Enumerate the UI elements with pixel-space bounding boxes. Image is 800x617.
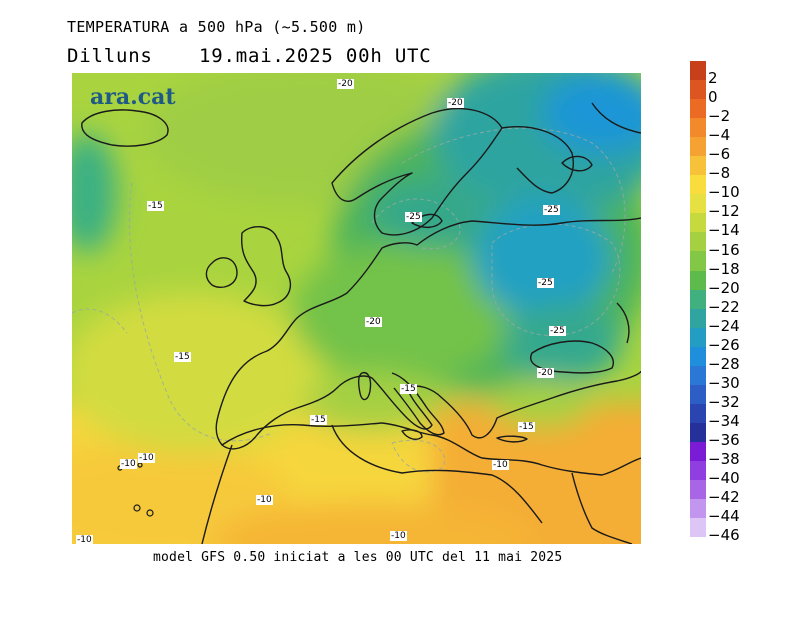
legend-swatch — [690, 403, 706, 423]
legend-swatch — [690, 365, 706, 385]
map-title: TEMPERATURA a 500 hPa (~5.500 m) — [67, 18, 366, 36]
isotherm-label: -25 — [537, 278, 554, 288]
ara-cat-logo: ara.cat — [90, 84, 176, 110]
legend-swatch — [690, 327, 706, 347]
legend-swatch — [690, 213, 706, 233]
isotherm-label: -20 — [447, 98, 464, 108]
legend-label: −46 — [708, 526, 740, 545]
isotherm-label: -25 — [543, 205, 560, 215]
legend-swatch — [690, 270, 706, 290]
isotherm-label: -15 — [174, 352, 191, 362]
legend-label: −36 — [708, 431, 740, 450]
legend-label: −10 — [708, 183, 740, 202]
legend-swatch — [690, 61, 706, 81]
legend-swatch — [690, 137, 706, 157]
legend-label: −34 — [708, 412, 740, 431]
legend-label: 2 — [708, 69, 718, 87]
legend-label: 0 — [708, 88, 718, 107]
legend-swatch — [690, 194, 706, 214]
legend-swatch — [690, 80, 706, 100]
legend-swatch — [690, 422, 706, 442]
isotherm-label: -10 — [120, 459, 137, 469]
isotherm-label: -15 — [518, 422, 535, 432]
legend-swatch — [690, 480, 706, 500]
legend-swatch — [690, 251, 706, 271]
isotherm-label: -25 — [549, 326, 566, 336]
isotherm-label: -25 — [405, 212, 422, 222]
isotherm-label: -15 — [400, 384, 417, 394]
isotherm-label: -10 — [256, 495, 273, 505]
temperature-map — [72, 73, 641, 544]
isotherm-label: -20 — [537, 368, 554, 378]
legend-label: −22 — [708, 297, 740, 316]
legend-label: −16 — [708, 240, 740, 259]
isotherm-label: -15 — [310, 415, 327, 425]
legend-swatch — [690, 175, 706, 195]
legend-swatch — [690, 518, 706, 538]
legend-swatch — [690, 441, 706, 461]
isotherm-label: -10 — [138, 453, 155, 463]
model-info: model GFS 0.50 iniciat a les 00 UTC del … — [153, 550, 563, 565]
isotherm-label: -20 — [337, 79, 354, 89]
legend-swatch — [690, 232, 706, 252]
legend-label: −20 — [708, 278, 740, 297]
legend-swatch — [690, 118, 706, 138]
forecast-day: Dilluns — [67, 45, 153, 67]
legend-swatch — [690, 289, 706, 309]
legend-label: −42 — [708, 488, 740, 507]
legend-label: −38 — [708, 450, 740, 469]
isotherm-label: -10 — [76, 535, 93, 545]
legend-swatch — [690, 460, 706, 481]
isotherm-label: -10 — [492, 460, 509, 470]
legend-label: −24 — [708, 316, 740, 335]
isotherm-label: -20 — [365, 317, 382, 327]
legend-swatch — [690, 346, 706, 366]
legend-label: −14 — [708, 221, 740, 240]
legend-label: −32 — [708, 393, 740, 412]
legend-label: −18 — [708, 259, 740, 278]
legend-label: −4 — [708, 126, 731, 145]
legend-swatch — [690, 99, 706, 119]
forecast-date: Dilluns 19.mai.2025 00h UTC — [67, 45, 431, 67]
legend-label: −6 — [708, 145, 731, 164]
legend-swatch — [690, 499, 706, 519]
legend-swatch — [690, 308, 706, 328]
legend-label: −26 — [708, 335, 740, 354]
legend-swatch — [690, 156, 706, 176]
legend-label: −8 — [708, 164, 731, 183]
temperature-legend — [690, 61, 706, 538]
legend-label: −2 — [708, 107, 731, 126]
legend-label: −30 — [708, 373, 740, 392]
legend-label: −12 — [708, 202, 740, 221]
isotherm-label: -10 — [390, 531, 407, 541]
legend-swatch — [690, 384, 706, 404]
forecast-datetime: 19.mai.2025 00h UTC — [199, 45, 432, 67]
legend-label: −44 — [708, 507, 740, 526]
legend-label: −28 — [708, 354, 740, 373]
isotherm-label: -15 — [147, 201, 164, 211]
legend-label: −40 — [708, 469, 740, 488]
